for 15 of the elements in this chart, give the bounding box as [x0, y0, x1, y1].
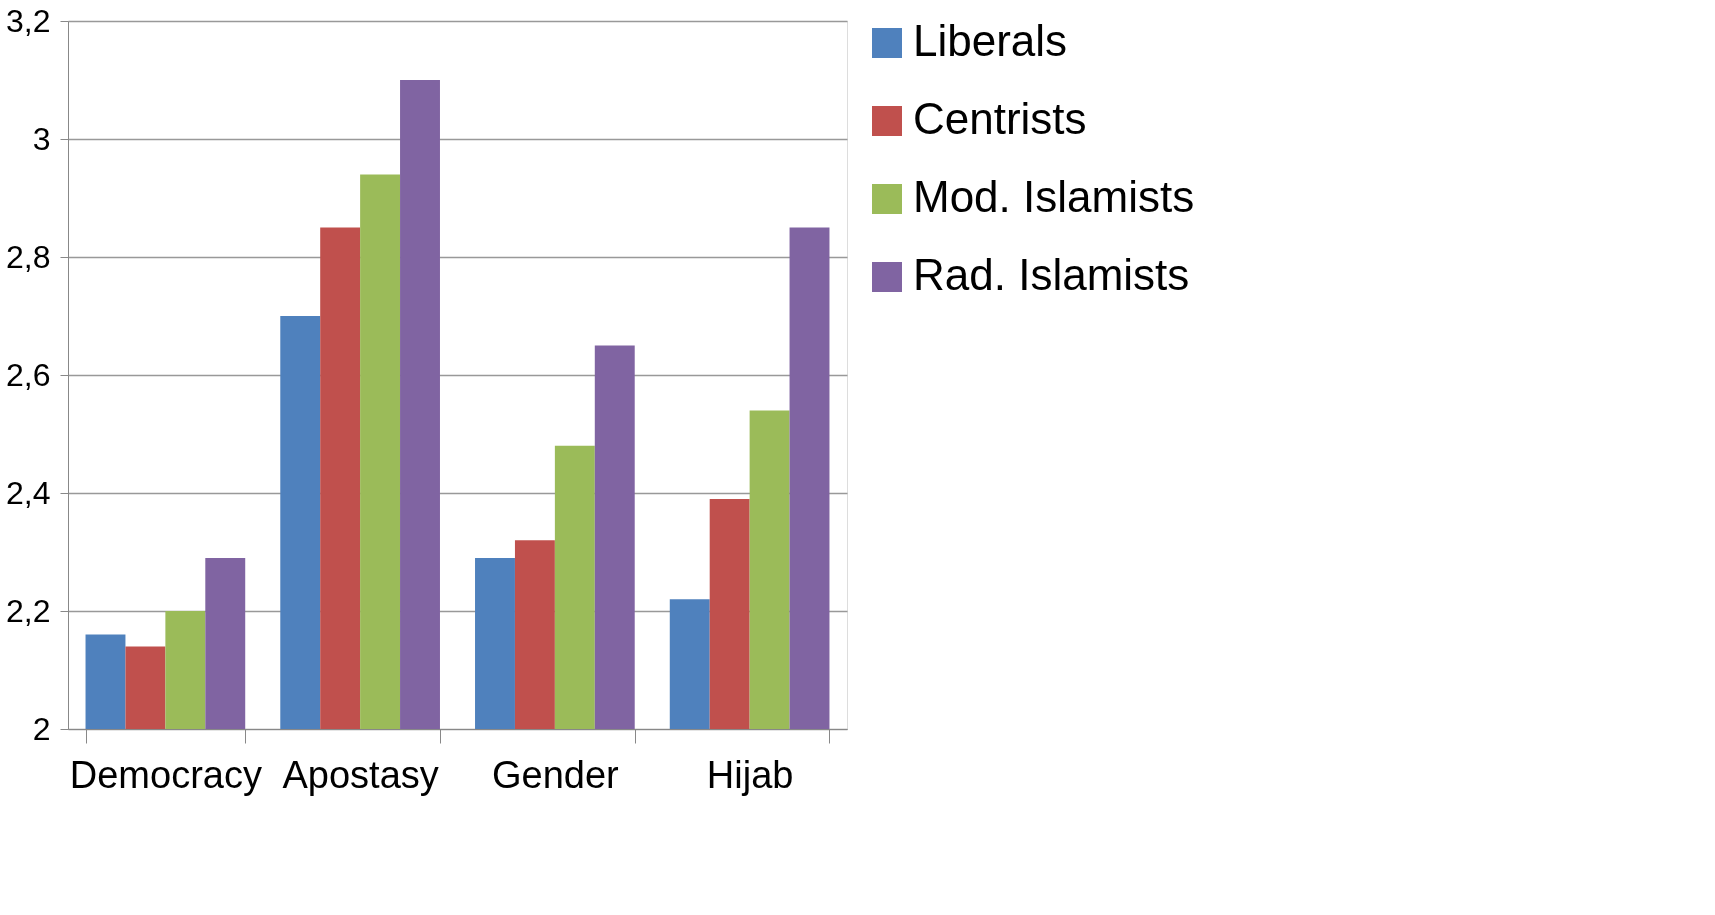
y-tick-label: 2,6 — [6, 356, 51, 393]
y-tick-label: 2,2 — [6, 592, 51, 629]
y-tick-label: 3,2 — [6, 2, 51, 39]
y-tick-label: 2 — [32, 710, 51, 747]
y-tick-label: 3 — [32, 120, 51, 157]
y-tick-label: 2,8 — [6, 238, 51, 275]
x-tick-label: Apostasy — [282, 753, 439, 796]
legend-label: Liberals — [913, 16, 1068, 65]
y-tick-label: 2,4 — [6, 474, 51, 511]
legend-label: Mod. Islamists — [913, 172, 1195, 221]
x-tick-label: Hijab — [706, 753, 794, 796]
legend-label: Rad. Islamists — [913, 250, 1190, 299]
legend-label: Centrists — [913, 94, 1087, 143]
x-tick-label: Democracy — [69, 753, 262, 796]
x-tick-label: Gender — [492, 753, 620, 796]
